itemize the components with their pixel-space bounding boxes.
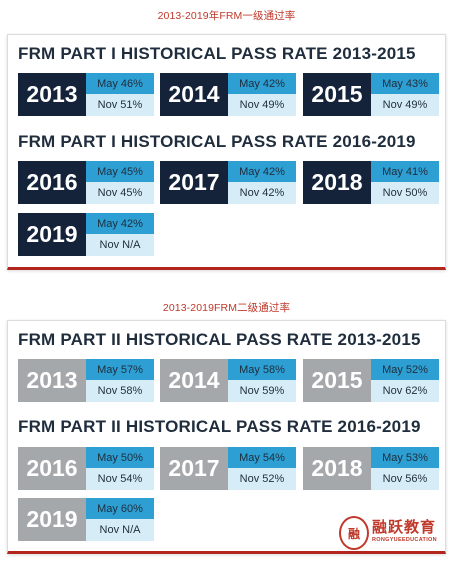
tile-year: 2013 (18, 359, 86, 402)
tile-year: 2018 (303, 161, 371, 204)
tile-nov-rate: Nov 51% (86, 94, 154, 116)
tile-year: 2014 (160, 359, 228, 402)
tile-may-rate: May 60% (86, 498, 154, 519)
tile-nov-rate: Nov 42% (228, 182, 296, 204)
tile-may-rate: May 52% (371, 359, 439, 380)
pass-rate-tile-2018: 2018 May 41% Nov 50% (303, 161, 439, 204)
tile-may-rate: May 43% (371, 73, 439, 94)
tile-may-rate: May 50% (86, 447, 154, 468)
part1-heading-2016-2019: FRM PART I HISTORICAL PASS RATE 2016-201… (18, 132, 416, 151)
tile-may-rate: May 42% (86, 213, 154, 234)
part1-heading-2013-2015: FRM PART I HISTORICAL PASS RATE 2013-201… (18, 44, 416, 63)
pass-rate-tile-2015: 2015 May 43% Nov 49% (303, 73, 439, 116)
tile-nov-rate: Nov 58% (86, 380, 154, 402)
tile-year: 2019 (18, 213, 86, 256)
part2-heading-2016-2019: FRM PART II HISTORICAL PASS RATE 2016-20… (18, 417, 421, 436)
tile-nov-rate: Nov 54% (86, 468, 154, 490)
tile-year: 2016 (18, 161, 86, 204)
tile-may-rate: May 57% (86, 359, 154, 380)
pass-rate-tile-2016: 2016 May 45% Nov 45% (18, 161, 154, 204)
tile-nov-rate: Nov 56% (371, 468, 439, 490)
logo-subtitle: RONGYUEEDUCATION (372, 537, 437, 543)
pass-rate-tile-2017: 2017 May 54% Nov 52% (160, 447, 296, 490)
seal-icon: 融 (339, 516, 369, 550)
tile-nov-rate: Nov 62% (371, 380, 439, 402)
tile-nov-rate: Nov 45% (86, 182, 154, 204)
brand-logo: 融 融跃教育 RONGYUEEDUCATION (339, 516, 443, 552)
tile-nov-rate: Nov N/A (86, 519, 154, 541)
part1-panel: FRM PART I HISTORICAL PASS RATE 2013-201… (7, 34, 446, 270)
tile-year: 2015 (303, 359, 371, 402)
tile-may-rate: May 46% (86, 73, 154, 94)
pass-rate-tile-2013: 2013 May 57% Nov 58% (18, 359, 154, 402)
part1-caption: 2013-2019年FRM一级通过率 (157, 10, 296, 22)
tile-may-rate: May 42% (228, 73, 296, 94)
tile-may-rate: May 45% (86, 161, 154, 182)
tile-nov-rate: Nov 52% (228, 468, 296, 490)
tile-year: 2016 (18, 447, 86, 490)
pass-rate-tile-2019: 2019 May 42% Nov N/A (18, 213, 154, 256)
tile-may-rate: May 41% (371, 161, 439, 182)
tile-year: 2018 (303, 447, 371, 490)
tile-nov-rate: Nov 59% (228, 380, 296, 402)
logo-name: 融跃教育 (372, 518, 437, 536)
tile-year: 2019 (18, 498, 86, 541)
tile-nov-rate: Nov 49% (228, 94, 296, 116)
pass-rate-tile-2013: 2013 May 46% Nov 51% (18, 73, 154, 116)
pass-rate-tile-2015: 2015 May 52% Nov 62% (303, 359, 439, 402)
pass-rate-tile-2016: 2016 May 50% Nov 54% (18, 447, 154, 490)
part2-panel: FRM PART II HISTORICAL PASS RATE 2013-20… (7, 320, 446, 554)
pass-rate-tile-2017: 2017 May 42% Nov 42% (160, 161, 296, 204)
tile-year: 2014 (160, 73, 228, 116)
tile-may-rate: May 53% (371, 447, 439, 468)
pass-rate-tile-2014: 2014 May 42% Nov 49% (160, 73, 296, 116)
tile-year: 2015 (303, 73, 371, 116)
tile-nov-rate: Nov 49% (371, 94, 439, 116)
tile-may-rate: May 42% (228, 161, 296, 182)
part2-caption: 2013-2019FRM二级通过率 (162, 302, 291, 314)
tile-may-rate: May 58% (228, 359, 296, 380)
pass-rate-tile-2014: 2014 May 58% Nov 59% (160, 359, 296, 402)
tile-nov-rate: Nov N/A (86, 234, 154, 256)
tile-year: 2013 (18, 73, 86, 116)
pass-rate-tile-2019: 2019 May 60% Nov N/A (18, 498, 154, 541)
tile-year: 2017 (160, 447, 228, 490)
part2-heading-2013-2015: FRM PART II HISTORICAL PASS RATE 2013-20… (18, 330, 421, 349)
pass-rate-tile-2018: 2018 May 53% Nov 56% (303, 447, 439, 490)
tile-nov-rate: Nov 50% (371, 182, 439, 204)
tile-may-rate: May 54% (228, 447, 296, 468)
tile-year: 2017 (160, 161, 228, 204)
